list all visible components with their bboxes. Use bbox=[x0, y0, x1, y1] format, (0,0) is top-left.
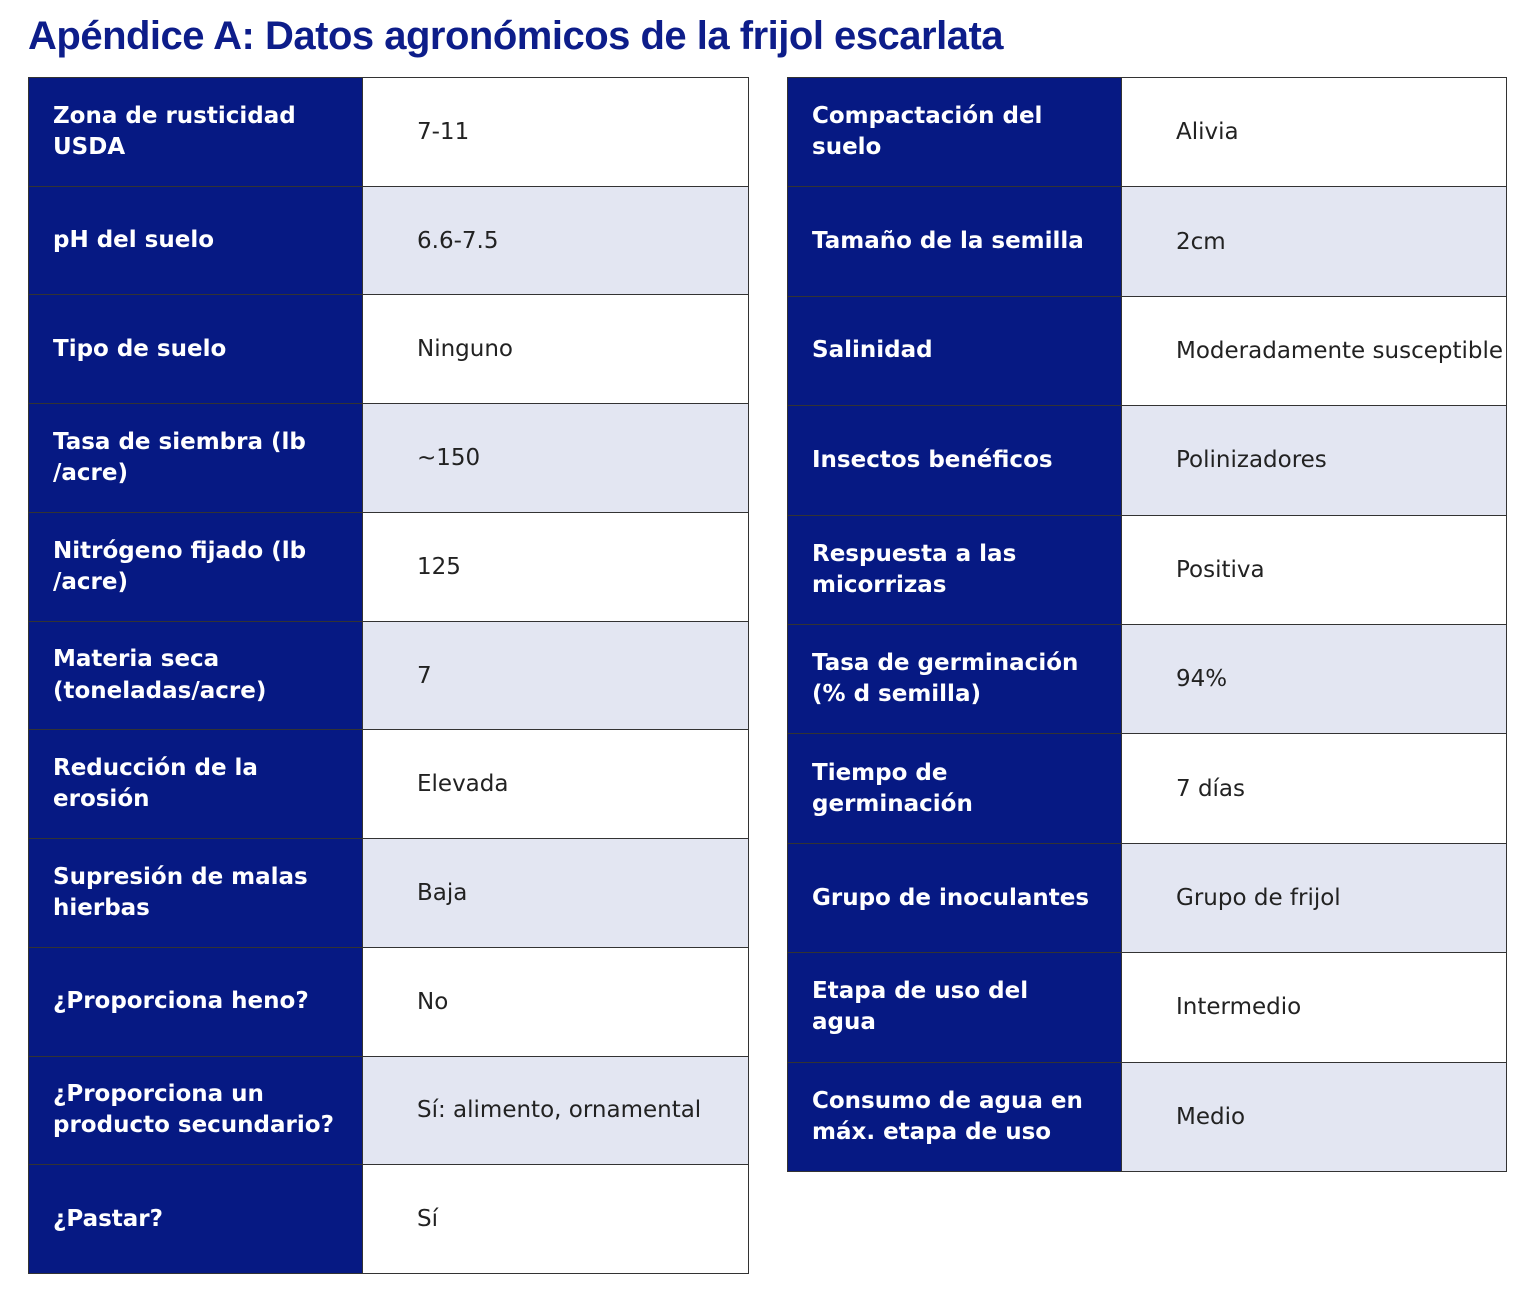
row-value: Sí: alimento, ornamental bbox=[363, 1056, 748, 1165]
row-label: pH del suelo bbox=[29, 186, 363, 295]
row-label: Salinidad bbox=[788, 296, 1122, 406]
row-value: Polinizadores bbox=[1122, 406, 1506, 515]
row-label: ¿Pastar? bbox=[29, 1165, 363, 1274]
row-label: Grupo de inoculantes bbox=[788, 843, 1122, 953]
table-row: ¿Pastar? Sí bbox=[29, 1164, 748, 1274]
row-value: No bbox=[417, 988, 449, 1015]
table-row: Consumo de agua en máx. etapa de uso Medi… bbox=[788, 1061, 1506, 1172]
table-row: pH del suelo 6.6-7.5 bbox=[29, 185, 748, 295]
table-row: Materia seca (toneladas/acre) 7 bbox=[29, 620, 748, 730]
row-label: Reducción de la erosión bbox=[29, 730, 363, 839]
table-row: Respuesta a las micorrizas Positiva bbox=[788, 514, 1506, 625]
row-value: Grupo de frijol bbox=[1122, 843, 1506, 953]
row-value: 6.6-7.5 bbox=[363, 186, 748, 295]
table-row: ¿Proporciona heno? No bbox=[29, 946, 748, 1056]
row-value: Intermedio bbox=[1176, 994, 1302, 1021]
row-value: Moderadamente susceptible bbox=[1176, 338, 1504, 365]
table-row: Nitrógeno fijado (lb /acre) 125 bbox=[29, 511, 748, 621]
table-row: Salinidad Moderadamente susceptible bbox=[788, 295, 1506, 406]
row-label: Compactación del suelo bbox=[788, 78, 1122, 187]
row-label: Tasa de germinación (% d semilla) bbox=[788, 625, 1122, 734]
row-value: ~150 bbox=[363, 404, 748, 512]
row-value: 2cm bbox=[1122, 187, 1506, 296]
row-value: 7 días bbox=[1176, 775, 1246, 802]
row-value: 125 bbox=[417, 553, 461, 580]
table-row: Tamaño de la semilla 2cm bbox=[788, 186, 1506, 296]
row-value: Ninguno bbox=[417, 336, 513, 363]
row-label: ¿Proporciona un producto secundario? bbox=[29, 1056, 363, 1165]
row-label: Zona de rusticidad USDA bbox=[29, 78, 363, 186]
table-row: Tasa de siembra (lb /acre) ~150 bbox=[29, 403, 748, 512]
row-value: 94% bbox=[1122, 625, 1506, 734]
row-label: Consumo de agua en máx. etapa de uso bbox=[788, 1062, 1122, 1172]
table-row: Reducción de la erosión Elevada bbox=[29, 729, 748, 839]
table-row: ¿Proporciona un producto secundario? Sí: … bbox=[29, 1055, 748, 1165]
row-label: Etapa de uso del agua bbox=[788, 953, 1122, 1062]
row-value: Sí bbox=[417, 1206, 438, 1233]
table-row: Grupo de inoculantes Grupo de frijol bbox=[788, 842, 1506, 953]
right-table: Compactación del suelo Alivia Tamaño de la… bbox=[787, 77, 1507, 1172]
table-row: Tipo de suelo Ninguno bbox=[29, 294, 748, 404]
table-row: Supresión de malas hierbas Baja bbox=[29, 838, 748, 947]
row-label: Supresión de malas hierbas bbox=[29, 839, 363, 947]
row-label: Respuesta a las micorrizas bbox=[788, 515, 1122, 625]
row-label: Tiempo de germinación bbox=[788, 734, 1122, 843]
row-value: Medio bbox=[1122, 1062, 1506, 1172]
row-label: Insectos benéficos bbox=[788, 406, 1122, 515]
row-label: Materia seca (toneladas/acre) bbox=[29, 621, 363, 730]
row-label: ¿Proporciona heno? bbox=[29, 947, 363, 1056]
row-label: Tasa de siembra (lb /acre) bbox=[29, 404, 363, 512]
table-row: Etapa de uso del agua Intermedio bbox=[788, 952, 1506, 1062]
table-row: Tiempo de germinación 7 días bbox=[788, 733, 1506, 843]
left-table: Zona de rusticidad USDA 7-11 pH del suelo 6… bbox=[28, 77, 749, 1274]
table-row: Zona de rusticidad USDA 7-11 bbox=[29, 78, 748, 186]
row-value: Alivia bbox=[1176, 119, 1239, 146]
row-label: Tipo de suelo bbox=[29, 295, 363, 404]
row-label: Tamaño de la semilla bbox=[788, 187, 1122, 296]
row-value: 7-11 bbox=[417, 118, 470, 145]
table-row: Compactación del suelo Alivia bbox=[788, 78, 1506, 187]
row-value: Positiva bbox=[1176, 556, 1265, 583]
row-value: Baja bbox=[363, 839, 748, 947]
row-label: Nitrógeno fijado (lb /acre) bbox=[29, 512, 363, 621]
table-row: Tasa de germinación (% d semilla) 94% bbox=[788, 624, 1506, 734]
table-row: Insectos benéficos Polinizadores bbox=[788, 405, 1506, 515]
row-value: Elevada bbox=[417, 771, 509, 798]
row-value: 7 bbox=[363, 621, 748, 730]
title: Apéndice A: Datos agronómicos de la frij… bbox=[28, 14, 1004, 58]
